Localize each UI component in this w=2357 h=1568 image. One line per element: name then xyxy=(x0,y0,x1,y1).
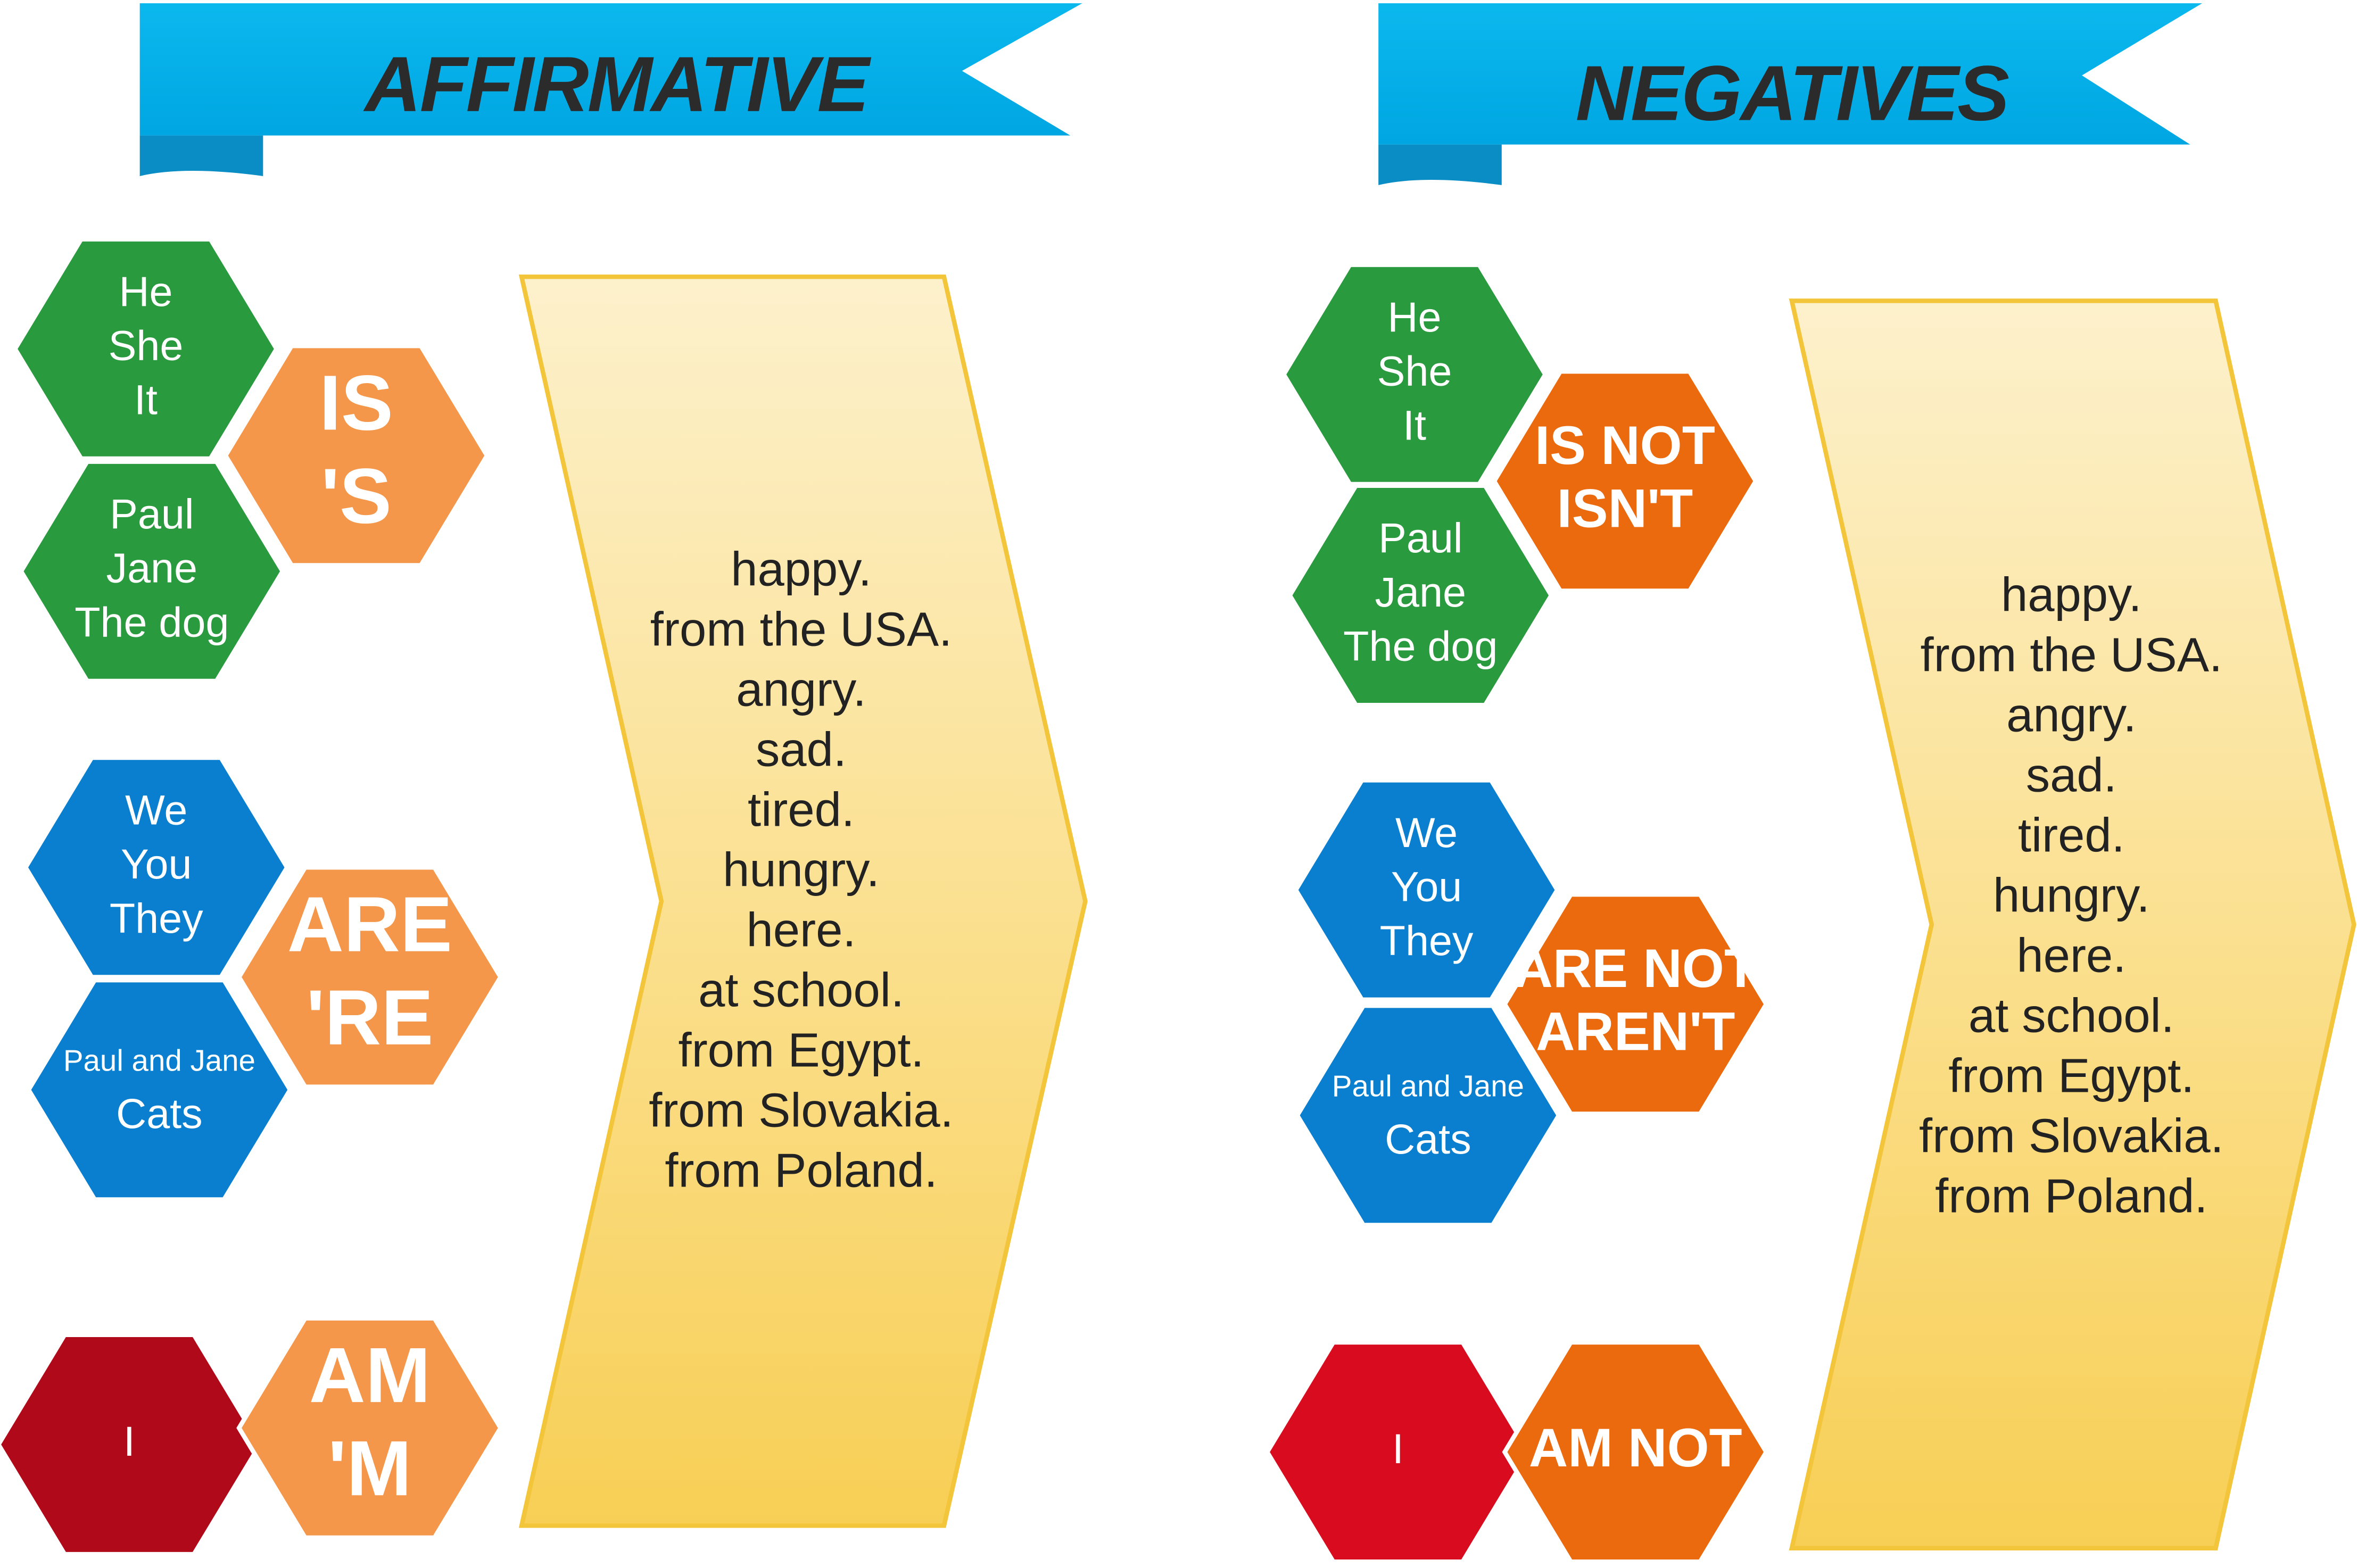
subject-hex xyxy=(1281,262,1548,487)
complement: angry. xyxy=(2006,688,2136,742)
subject-hex xyxy=(1287,483,1554,708)
subject-text: She xyxy=(109,322,184,369)
subject-text: Jane xyxy=(106,544,197,592)
subject-text: Cats xyxy=(116,1090,203,1137)
subject-hex xyxy=(18,459,285,684)
verb-hex xyxy=(222,343,490,568)
subject-text: The dog xyxy=(75,598,229,645)
subject-text: Paul and Jane xyxy=(63,1043,255,1077)
complement: from the USA. xyxy=(650,603,953,657)
verb-text: IS NOT xyxy=(1535,415,1715,476)
complement: tired. xyxy=(748,783,855,836)
complement: tired. xyxy=(2018,808,2125,862)
complement: from Egypt. xyxy=(678,1023,924,1077)
complement: hungry. xyxy=(1993,868,2150,922)
complement: from Egypt. xyxy=(1948,1049,2194,1102)
chevron xyxy=(1789,298,2356,1551)
complement: sad. xyxy=(2026,748,2117,802)
verb-text: AM NOT xyxy=(1529,1417,1742,1478)
banner-curl xyxy=(1378,144,1502,185)
complement: sad. xyxy=(756,723,847,776)
banner-curl xyxy=(139,135,263,176)
subject-text: Paul xyxy=(1378,514,1462,561)
subject-text: He xyxy=(1387,293,1441,341)
subject-hex xyxy=(26,977,293,1202)
panel: AFFIRMATIVE happy. from the USA.angry. sad.… xyxy=(0,3,1088,1557)
subject-hex xyxy=(1294,1003,1562,1227)
verb-text: IS xyxy=(319,360,393,447)
verb-hex xyxy=(1502,892,1769,1116)
verb-hex xyxy=(1491,369,1759,593)
verb-text: AREN'T xyxy=(1536,1001,1735,1061)
verb-text: AM xyxy=(309,1332,431,1419)
verb-hex xyxy=(1502,1340,1769,1564)
subject-text: We xyxy=(1395,809,1458,856)
verb-text: ARE xyxy=(287,881,452,968)
complement: from Slovakia. xyxy=(649,1083,954,1137)
panel-title: NEGATIVES xyxy=(1576,50,2009,137)
verb-text: 'S xyxy=(321,453,392,540)
verb-text: ISN'T xyxy=(1557,478,1693,539)
complement: from Slovakia. xyxy=(1919,1109,2224,1163)
complement: at school. xyxy=(1969,989,2174,1042)
verb-hex xyxy=(236,1316,503,1540)
complement: from Poland. xyxy=(665,1143,937,1197)
subject-text: The dog xyxy=(1343,623,1498,670)
verb-text: 'RE xyxy=(306,974,433,1061)
chevron xyxy=(518,274,1088,1528)
complement: angry. xyxy=(736,662,866,716)
subject-text: Jane xyxy=(1375,568,1466,616)
complement: hungry. xyxy=(723,843,880,897)
complement: from Poland. xyxy=(1935,1169,2207,1223)
subject-text: We xyxy=(125,786,187,833)
subject-text: You xyxy=(121,840,192,887)
banner xyxy=(1378,3,2203,145)
complement: at school. xyxy=(698,963,904,1017)
complement: here. xyxy=(747,903,856,957)
subject-text: I xyxy=(1392,1425,1404,1472)
verb-text: ARE NOT xyxy=(1514,938,1757,999)
subject-hex xyxy=(12,237,279,461)
complement: here. xyxy=(2016,928,2126,982)
subject-text: You xyxy=(1391,863,1462,910)
subject-text: Paul and Jane xyxy=(1332,1069,1524,1102)
subject-hex xyxy=(23,755,290,980)
complement: from the USA. xyxy=(1921,628,2223,682)
complement: happy. xyxy=(2001,568,2142,622)
subject-hex xyxy=(1293,778,1560,1002)
subject-text: They xyxy=(110,894,203,942)
subject-text: Cats xyxy=(1385,1115,1471,1163)
complement: happy. xyxy=(731,543,872,596)
verb-text: 'M xyxy=(328,1425,411,1512)
subject-text: They xyxy=(1380,917,1474,964)
panel-title: AFFIRMATIVE xyxy=(362,41,871,128)
verb-hex xyxy=(236,865,503,1089)
subject-text: She xyxy=(1377,347,1452,395)
subject-text: I xyxy=(123,1417,135,1465)
subject-text: It xyxy=(134,376,158,423)
banner xyxy=(139,3,1082,136)
subject-text: It xyxy=(1403,401,1426,449)
panel: NEGATIVES happy. from the USA. angry. sad. ti… xyxy=(1264,3,2356,1564)
subject-text: He xyxy=(119,268,172,315)
subject-text: Paul xyxy=(110,490,194,537)
